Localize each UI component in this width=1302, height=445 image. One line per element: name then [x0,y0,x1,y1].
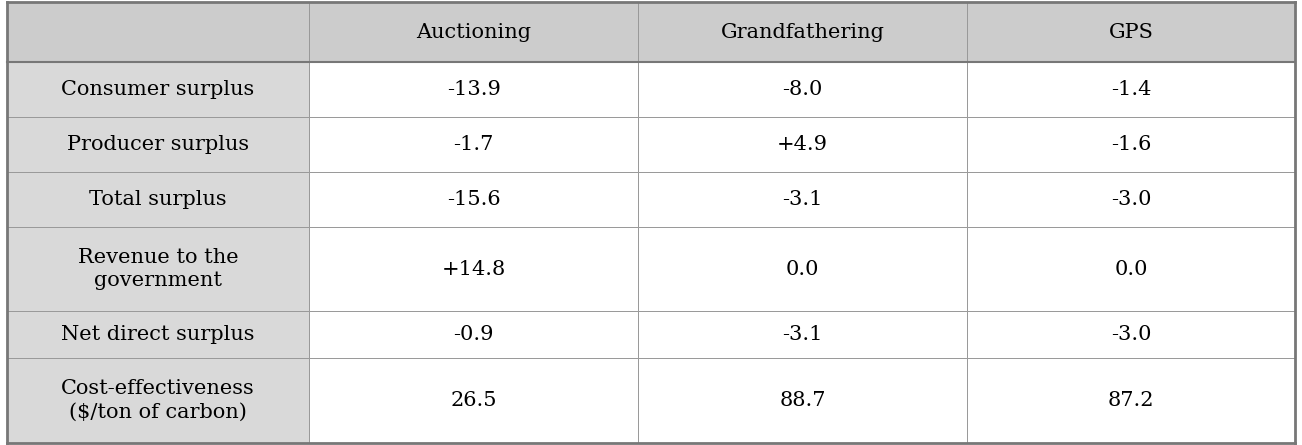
Bar [310,62,638,117]
Bar [638,172,967,227]
Bar [7,358,310,443]
Text: 0.0: 0.0 [1115,259,1148,279]
Bar [7,227,310,312]
Bar [638,358,967,443]
Bar [7,2,310,62]
Text: -1.7: -1.7 [453,135,493,154]
Text: -3.0: -3.0 [1111,325,1151,344]
Text: 87.2: 87.2 [1108,391,1155,410]
Bar [310,2,638,62]
Text: Revenue to the
government: Revenue to the government [78,248,238,290]
Bar [967,172,1295,227]
Text: Cost-effectiveness
($/ton of carbon): Cost-effectiveness ($/ton of carbon) [61,379,255,421]
Bar [310,312,638,358]
Text: -3.0: -3.0 [1111,190,1151,209]
Bar [638,312,967,358]
Text: GPS: GPS [1109,23,1154,42]
Text: 26.5: 26.5 [450,391,497,410]
Bar [967,62,1295,117]
Bar [7,312,310,358]
Bar [7,62,310,117]
Text: Grandfathering: Grandfathering [720,23,884,42]
Text: Auctioning: Auctioning [417,23,531,42]
Text: -3.1: -3.1 [783,325,823,344]
Bar [967,312,1295,358]
Bar [7,117,310,172]
Bar [310,172,638,227]
Text: -13.9: -13.9 [447,80,501,99]
Text: -0.9: -0.9 [453,325,493,344]
Bar [638,2,967,62]
Bar [967,227,1295,312]
Bar [310,358,638,443]
Bar [638,62,967,117]
Bar [967,358,1295,443]
Text: -15.6: -15.6 [447,190,500,209]
Text: Total surplus: Total surplus [89,190,227,209]
Text: Net direct surplus: Net direct surplus [61,325,255,344]
Text: -1.6: -1.6 [1111,135,1151,154]
Bar [310,117,638,172]
Bar [7,172,310,227]
Bar [310,227,638,312]
Bar [638,227,967,312]
Text: Consumer surplus: Consumer surplus [61,80,255,99]
Text: -8.0: -8.0 [783,80,823,99]
Text: +14.8: +14.8 [441,259,506,279]
Text: -1.4: -1.4 [1111,80,1151,99]
Text: 88.7: 88.7 [779,391,825,410]
Bar [967,117,1295,172]
Text: 0.0: 0.0 [785,259,819,279]
Bar [967,2,1295,62]
Text: Producer surplus: Producer surplus [66,135,249,154]
Text: -3.1: -3.1 [783,190,823,209]
Text: +4.9: +4.9 [777,135,828,154]
Bar [638,117,967,172]
